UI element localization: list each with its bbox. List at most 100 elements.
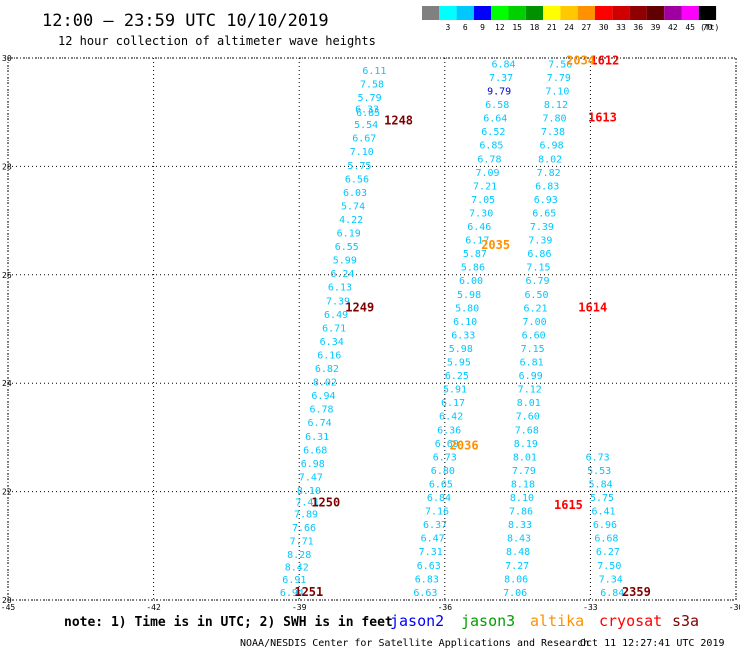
wave-height-value: 5.53	[587, 466, 611, 477]
wave-height-value: 7.71	[290, 536, 314, 547]
wave-height-value: 7.12	[518, 385, 542, 396]
colorbar-label: 33	[616, 23, 626, 32]
wave-height-value: 6.68	[303, 445, 327, 456]
wave-height-value: 7.21	[473, 181, 497, 192]
wave-height-value: 5.86	[461, 263, 485, 274]
wave-height-value: 6.67	[352, 134, 376, 145]
wave-height-value: 5.74	[341, 201, 365, 212]
wave-height-value: 6.17	[441, 398, 465, 409]
pass-time-label: 1615	[554, 498, 583, 512]
wave-height-value: 6.42	[439, 412, 463, 423]
wave-height-value: 6.94	[311, 391, 335, 402]
wave-height-value: 7.15	[526, 263, 550, 274]
wave-height-value: 6.84	[427, 493, 451, 504]
wave-height-value: 6.55	[335, 242, 359, 253]
colorbar-swatch	[664, 6, 682, 20]
wave-height-value: 6.50	[524, 290, 548, 301]
wave-height-value: 6.25	[445, 371, 469, 382]
color-scale-legend: 3 6 9 12 15 18 21 24 27 30 33 36 39 42 45 70(ft)	[422, 6, 719, 32]
wave-height-value: 7.66	[292, 523, 316, 534]
wave-height-value: 8.02	[313, 378, 337, 389]
colorbar-swatch	[577, 6, 595, 20]
wave-height-value: 6.21	[524, 303, 548, 314]
wave-height-value: 6.52	[481, 127, 505, 138]
footer-note: note: 1) Time is in UTC; 2) SWH is in fe…	[64, 615, 393, 630]
wave-height-value: 5.75	[347, 161, 371, 172]
y-tick-label: 30	[2, 54, 12, 63]
wave-height-value: 6.82	[315, 364, 339, 375]
wave-height-value: 6.36	[437, 425, 461, 436]
wave-height-value: 7.00	[523, 317, 547, 328]
pass-time-label: 1613	[588, 111, 617, 125]
satellite-name: altika	[530, 612, 584, 630]
colorbar-label: 15	[512, 23, 522, 32]
wave-height-value: 6.13	[328, 283, 352, 294]
wave-height-value: 9.79	[487, 87, 511, 98]
footer-timestamp: Oct 11 12:27:41 UTC 2019	[580, 638, 725, 649]
wave-height-value: 8.10	[510, 493, 534, 504]
wave-height-value: 6.49	[324, 310, 348, 321]
colorbar-label: 9	[480, 23, 485, 32]
wave-height-value: 8.01	[513, 452, 537, 463]
wave-height-value: 5.54	[354, 120, 378, 131]
x-tick-label: -39	[292, 603, 307, 612]
colorbar-swatch	[439, 6, 457, 20]
colorbar-swatch	[422, 6, 440, 20]
wave-height-value: 5.98	[457, 290, 481, 301]
wave-height-value: 5.87	[463, 249, 487, 260]
wave-height-value: 6.17	[465, 236, 489, 247]
wave-height-value: 5.91	[443, 385, 467, 396]
wave-height-value: 6.16	[317, 350, 341, 361]
wave-height-value: 7.50	[597, 561, 621, 572]
wave-height-value: 7.06	[503, 588, 527, 599]
wave-height-value: 6.98	[540, 141, 564, 152]
wave-height-value: 6.46	[467, 222, 491, 233]
satellite-name: s3a	[672, 612, 699, 630]
x-tick-label: -33	[583, 603, 598, 612]
wave-height-value: 5.80	[455, 303, 479, 314]
wave-height-value: 5.98	[449, 344, 473, 355]
footer-credit: NOAA/NESDIS Center for Satellite Applica…	[240, 638, 589, 649]
chart-title: 12:00 — 23:59 UTC 10/10/2019	[42, 11, 329, 31]
wave-height-value: 7.05	[471, 195, 495, 206]
lat-lon-grid	[7, 57, 737, 601]
wave-height-value: 7.79	[512, 466, 536, 477]
wave-height-value: 8.43	[507, 534, 531, 545]
pass-time-label: 2035	[481, 238, 510, 252]
satellite-name: jason2	[390, 612, 444, 630]
wave-height-value: 8.12	[544, 100, 568, 111]
wave-height-value: 8.48	[506, 547, 530, 558]
wave-height-value: 7.27	[505, 561, 529, 572]
wave-height-value: 6.56	[345, 174, 369, 185]
wave-height-value: 6.83	[415, 574, 439, 585]
wave-height-value: 7.58	[360, 79, 384, 90]
wave-height-value: 5.95	[447, 358, 471, 369]
wave-height-value: 6.37	[423, 520, 447, 531]
colorbar-label: 30	[599, 23, 609, 32]
wave-height-value: 8.28	[287, 550, 311, 561]
pass-time-label: 1248	[384, 113, 413, 127]
pass-time-label: 1612	[590, 54, 619, 68]
chart-subtitle: 12 hour collection of altimeter wave hei…	[58, 34, 376, 48]
wave-height-value: 6.84	[600, 588, 624, 599]
satellite-name: cryosat	[599, 612, 662, 630]
wave-height-value: 8.33	[508, 520, 532, 531]
wave-height-value: 6.74	[308, 418, 332, 429]
wave-height-value: 6.33	[451, 330, 475, 341]
colorbar-label: 24	[564, 23, 574, 32]
wave-height-value: 6.19	[337, 229, 361, 240]
wave-height-value: 7.10	[350, 147, 374, 158]
y-tick-label: 24	[2, 379, 12, 388]
wave-height-value: 6.58	[485, 100, 509, 111]
wave-height-value: 7.68	[515, 425, 539, 436]
wave-height-values: 6.946.918.428.287.717.667.897.418.107.47…	[280, 59, 624, 598]
x-tick-label: -42	[146, 603, 161, 612]
wave-height-value: 7.60	[516, 412, 540, 423]
wave-height-value: 6.63	[417, 561, 441, 572]
wave-height-value: 6.79	[525, 276, 549, 287]
satellite-legend: jason2 jason3 altika cryosat s3a	[390, 612, 699, 630]
wave-height-value: 6.83	[535, 181, 559, 192]
wave-height-value: 6.84	[491, 59, 515, 70]
wave-height-value: 6.03	[343, 188, 367, 199]
